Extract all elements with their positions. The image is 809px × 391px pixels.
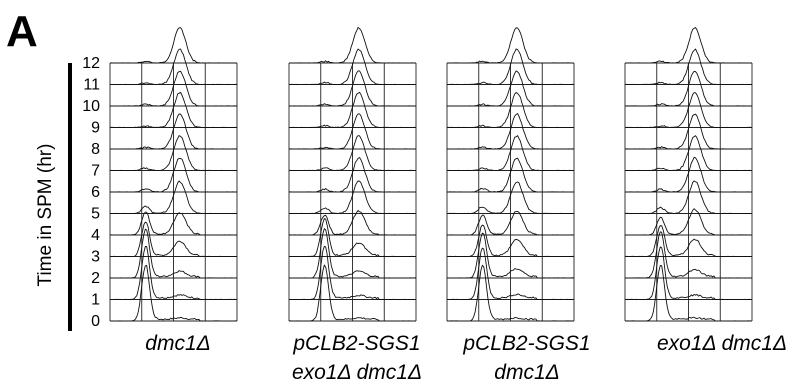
dna-histogram-trace (624, 246, 752, 300)
dna-histogram-trace (288, 218, 417, 257)
strain-label: pCLB2-SGS1 (462, 332, 590, 355)
dna-histogram-trace (625, 135, 753, 171)
dna-histogram-trace (289, 48, 417, 85)
dna-histogram-trace (625, 264, 753, 322)
time-tick-label: 3 (91, 249, 100, 266)
dna-histogram-trace (624, 225, 752, 257)
dna-histogram-trace (289, 70, 416, 107)
histogram-panel: exo1Δ dmc1Δ (624, 27, 787, 355)
dna-histogram-trace (109, 27, 237, 64)
time-tick-label: 6 (91, 184, 100, 201)
dna-histogram-trace (288, 113, 417, 150)
time-tick-label: 12 (82, 55, 100, 72)
dna-histogram-trace (110, 246, 237, 300)
strain-label: pCLB2-SGS1 (292, 332, 420, 355)
dna-histogram-trace (109, 211, 238, 236)
dna-histogram-trace (288, 91, 417, 128)
dna-histogram-trace (447, 211, 574, 236)
dna-histogram-trace (447, 112, 575, 150)
dna-histogram-trace (109, 70, 238, 107)
dna-histogram-trace (289, 180, 416, 214)
histogram-panel: dmc1Δ (109, 27, 238, 355)
dna-histogram-trace (110, 221, 237, 257)
time-tick-label: 4 (91, 227, 100, 244)
dna-histogram-trace (446, 157, 574, 193)
dna-histogram-trace (110, 158, 238, 193)
dna-histogram-trace (110, 264, 238, 322)
dna-histogram-trace (446, 181, 574, 214)
time-tick-label: 10 (82, 98, 100, 115)
dna-histogram-trace (625, 70, 753, 107)
dna-histogram-trace (288, 135, 417, 171)
dna-histogram-trace (288, 264, 416, 322)
dna-histogram-trace (288, 157, 417, 193)
time-tick-label: 0 (91, 313, 100, 330)
time-tick-label: 1 (91, 292, 100, 309)
dna-histogram-trace (446, 264, 575, 322)
dna-histogram-trace (110, 91, 238, 128)
time-tick-label: 2 (91, 270, 100, 287)
strain-label: exo1Δ dmc1Δ (657, 332, 787, 355)
dna-histogram-trace (109, 228, 238, 279)
dna-histogram-trace (447, 91, 574, 128)
dna-histogram-trace (625, 156, 753, 193)
dna-histogram-trace (109, 134, 238, 171)
dna-histogram-trace (289, 227, 416, 279)
time-tick-label: 5 (91, 206, 100, 223)
histogram-panels: dmc1Δ pCLB2-SGS1 exo1Δ dmc1Δ pCLB2-SGS1 dmc1… (109, 26, 787, 384)
dna-histogram-trace (288, 26, 416, 64)
dna-histogram-trace (447, 232, 574, 279)
y-axis-label: Time in SPM (hr) (35, 144, 56, 287)
dna-histogram-trace (447, 48, 575, 85)
dna-histogram-trace (624, 180, 753, 214)
dna-histogram-trace (446, 247, 574, 300)
dna-histogram-trace (625, 92, 753, 128)
dna-histogram-trace (446, 224, 575, 257)
dna-histogram-trace (288, 209, 416, 236)
time-tick-label: 11 (83, 77, 100, 94)
strain-label: exo1Δ dmc1Δ (292, 361, 422, 384)
dna-histogram-trace (446, 70, 574, 107)
histogram-panel: pCLB2-SGS1 exo1Δ dmc1Δ (288, 26, 422, 384)
dna-histogram-trace (109, 48, 238, 85)
time-tick-label: 7 (91, 163, 100, 180)
histogram-panel: pCLB2-SGS1 dmc1Δ (446, 27, 591, 384)
dna-histogram-trace (110, 113, 238, 150)
dna-histogram-trace (625, 113, 753, 150)
dna-histogram-trace (446, 135, 574, 171)
dna-histogram-trace (625, 208, 752, 236)
dna-histogram-trace (289, 245, 417, 300)
time-tick-label: 9 (91, 120, 100, 137)
dna-histogram-trace (624, 231, 753, 279)
dna-histogram-trace (110, 180, 237, 214)
time-tick-label: 8 (91, 141, 100, 158)
strain-label: dmc1Δ (145, 332, 210, 355)
dna-histogram-trace (446, 27, 574, 64)
panel-letter: A (6, 7, 38, 56)
strain-label: dmc1Δ (494, 361, 559, 384)
dna-histogram-trace (624, 27, 753, 64)
dna-histogram-trace (624, 48, 753, 85)
